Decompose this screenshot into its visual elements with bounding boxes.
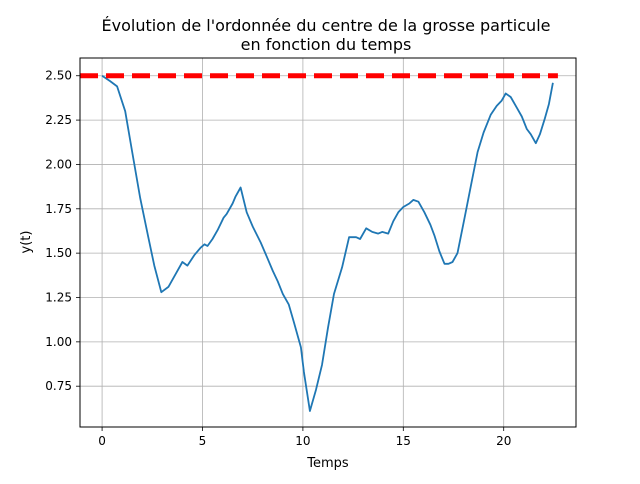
- axis-ticks: 0 5 10 15 20 0.75 1.00 1.25 1.50 1.75 2.00 2.25 2.50: [45, 69, 511, 448]
- y-tick-label: 2.00: [45, 157, 72, 171]
- y-tick-label: 1.00: [45, 335, 72, 349]
- x-tick-label: 5: [199, 434, 207, 448]
- x-tick-label: 0: [98, 434, 106, 448]
- y-tick-label: 2.25: [45, 113, 72, 127]
- y-tick-label: 2.50: [45, 69, 72, 83]
- x-axis-label: Temps: [306, 456, 349, 471]
- x-tick-label: 20: [496, 434, 511, 448]
- y-axis-label: y(t): [19, 231, 34, 254]
- chart-title-line-2: en fonction du temps: [241, 35, 412, 54]
- y-tick-label: 0.75: [45, 379, 72, 393]
- trajectory-line: [101, 74, 554, 412]
- axes-frame: [79, 57, 577, 428]
- y-tick-label: 1.50: [45, 246, 72, 260]
- plot-series: [80, 73, 558, 412]
- x-tick-label: 10: [295, 434, 310, 448]
- y-tick-label: 1.25: [45, 290, 72, 304]
- x-tick-label: 15: [396, 434, 411, 448]
- y-tick-label: 1.75: [45, 202, 72, 216]
- chart-title-line-1: Évolution de l'ordonnée du centre de la …: [102, 16, 551, 35]
